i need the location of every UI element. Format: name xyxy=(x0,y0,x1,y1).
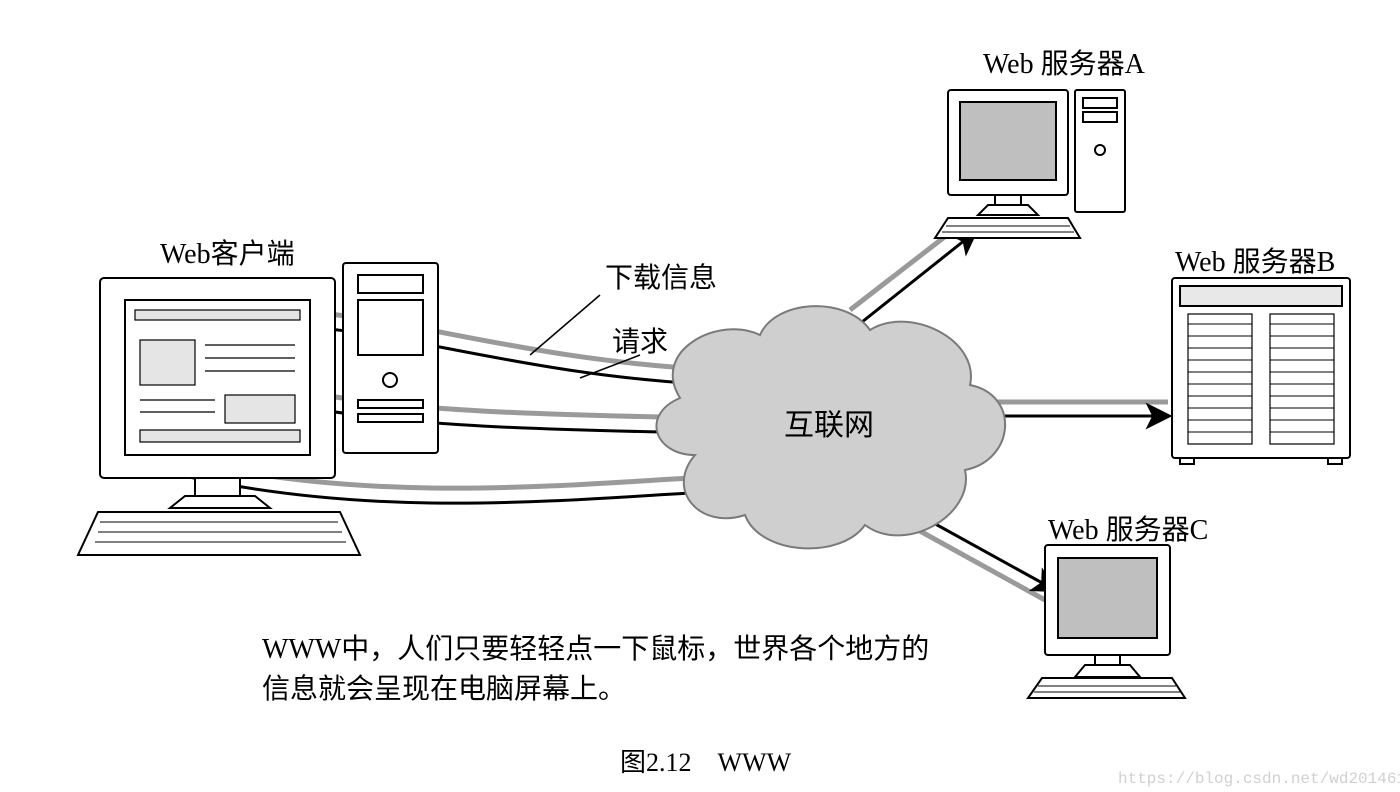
watermark-text: https://blog.csdn.net/wd2014610 xyxy=(1118,770,1400,788)
server-b-label: Web 服务器B xyxy=(1175,240,1335,280)
client-label: Web客户端 xyxy=(160,232,295,272)
server-a-node xyxy=(935,90,1125,238)
server-c-label: Web 服务器C xyxy=(1048,508,1208,548)
server-c-node xyxy=(1028,545,1185,698)
client-node xyxy=(78,263,438,555)
cloud-label: 互联网 xyxy=(784,400,874,444)
description-line2: 信息就会呈现在电脑屏幕上。 xyxy=(262,674,626,705)
server-a-label: Web 服务器A xyxy=(983,42,1145,82)
description-text: WWW中，人们只要轻轻点一下鼠标，世界各个地方的 信息就会呈现在电脑屏幕上。 xyxy=(262,630,929,710)
description-line1: WWW中，人们只要轻轻点一下鼠标，世界各个地方的 xyxy=(262,634,929,665)
server-b-node xyxy=(1172,278,1350,464)
figure-caption: 图2.12 WWW xyxy=(620,742,791,779)
download-label: 下载信息 xyxy=(605,256,717,296)
request-label: 请求 xyxy=(612,320,668,360)
